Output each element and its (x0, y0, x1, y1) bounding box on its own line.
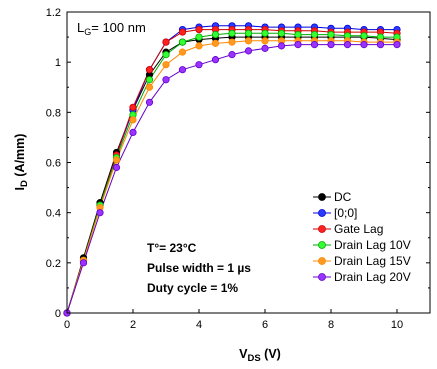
data-point-series-3 (162, 51, 170, 59)
data-point-series-4 (178, 48, 187, 56)
temperature-note: T°= 23°C (147, 241, 197, 255)
data-point-series-4 (112, 156, 121, 164)
data-point-series-3 (327, 30, 335, 39)
data-point-series-2 (162, 38, 170, 46)
data-point-series-3 (178, 38, 187, 46)
y-tick-label: 1.2 (46, 7, 61, 19)
data-point-series-4 (228, 38, 236, 46)
x-tick-label: 6 (262, 319, 268, 331)
x-axis-title-main: V (239, 347, 248, 361)
gate-length-sub: G (84, 27, 91, 37)
data-point-series-5 (376, 41, 385, 49)
data-point-series-5 (79, 259, 88, 267)
gate-length-value: = 100 nm (91, 20, 146, 35)
legend-marker-4 (318, 257, 326, 265)
legend-label-4: Drain Lag 15V (334, 254, 411, 268)
legend-label-5: Drain Lag 20V (334, 270, 411, 284)
data-point-series-5 (327, 41, 335, 49)
data-point-series-4 (211, 39, 220, 47)
data-point-series-5 (343, 41, 352, 49)
y-axis-title-sub: D (19, 180, 30, 187)
data-point-series-2 (145, 66, 154, 74)
gate-length-symbol: L (77, 20, 84, 35)
legend-marker-2 (318, 225, 326, 233)
legend: DC [0;0] Gate Lag Drain Lag 10V Drain Lag 15… (313, 190, 411, 284)
legend-marker-0 (318, 193, 326, 201)
data-point-series-2 (129, 103, 137, 111)
tick-layer: 0 2 4 6 8 10 0 0.2 0.4 0.6 0.8 1 1.2 (46, 7, 430, 331)
legend-marker-1 (318, 209, 326, 217)
legend-marker-5 (318, 273, 326, 281)
data-point-series-4 (145, 83, 154, 91)
data-point-series-3 (310, 30, 319, 39)
data-point-series-5 (294, 41, 302, 49)
x-axis-title: VDS (V) (239, 347, 281, 364)
data-point-series-5 (228, 51, 236, 59)
data-point-series-5 (310, 41, 319, 49)
data-point-series-4 (162, 61, 170, 69)
data-point-series-3 (228, 29, 236, 37)
data-point-series-2 (195, 25, 203, 34)
x-tick-label: 8 (328, 319, 334, 331)
y-tick-label: 0 (55, 308, 61, 320)
data-point-series-3 (360, 32, 368, 40)
data-point-series-5 (211, 56, 220, 64)
data-point-series-5 (261, 44, 269, 52)
x-tick-label: 4 (196, 319, 202, 331)
data-point-series-3 (145, 76, 154, 84)
data-point-series-3 (195, 33, 203, 41)
data-point-series-4 (261, 37, 269, 45)
data-point-series-5 (277, 42, 286, 50)
gate-length-label: LG= 100 nm (77, 20, 146, 37)
data-point-series-5 (129, 128, 137, 136)
data-point-series-4 (195, 42, 203, 50)
data-point-series-5 (360, 41, 368, 49)
data-point-series-5 (96, 209, 104, 217)
data-point-series-4 (129, 116, 137, 124)
y-axis-title: ID (A/mm) (13, 134, 30, 191)
data-point-series-3 (244, 29, 253, 37)
data-point-series-4 (244, 37, 253, 45)
pulse-width-note: Pulse width = 1 µs (147, 261, 251, 275)
y-tick-label: 0.2 (46, 258, 61, 270)
data-point-series-5 (244, 47, 253, 55)
y-tick-label: 1 (55, 57, 61, 69)
legend-label-1: [0;0] (334, 206, 357, 220)
y-tick-label: 0.6 (46, 158, 61, 170)
x-axis-title-unit: (V) (261, 347, 281, 361)
x-tick-label: 0 (64, 319, 70, 331)
data-point-series-3 (211, 30, 220, 39)
data-point-series-5 (195, 61, 203, 69)
duty-cycle-note: Duty cycle = 1% (147, 281, 238, 295)
data-point-series-5 (112, 163, 121, 172)
data-point-series-3 (277, 29, 286, 37)
legend-label-2: Gate Lag (334, 222, 383, 236)
data-point-series-5 (145, 98, 154, 106)
legend-label-3: Drain Lag 10V (334, 238, 411, 252)
x-axis-title-sub: DS (248, 353, 261, 364)
series-layer (63, 22, 401, 317)
data-point-series-5 (162, 76, 170, 84)
y-tick-label: 0.4 (46, 208, 61, 220)
x-tick-label: 2 (130, 319, 136, 331)
y-axis-title-unit: (A/mm) (13, 134, 27, 181)
plot-area (66, 11, 431, 314)
data-point-series-2 (178, 28, 187, 36)
data-point-series-3 (261, 29, 269, 37)
data-point-series-3 (294, 30, 302, 39)
data-point-series-5 (178, 66, 187, 74)
x-tick-label: 10 (391, 319, 403, 331)
y-axis-title-main: I (13, 187, 27, 190)
legend-marker-3 (318, 241, 326, 249)
data-point-series-5 (393, 41, 401, 49)
y-tick-label: 0.8 (46, 107, 61, 119)
legend-label-0: DC (334, 190, 352, 204)
